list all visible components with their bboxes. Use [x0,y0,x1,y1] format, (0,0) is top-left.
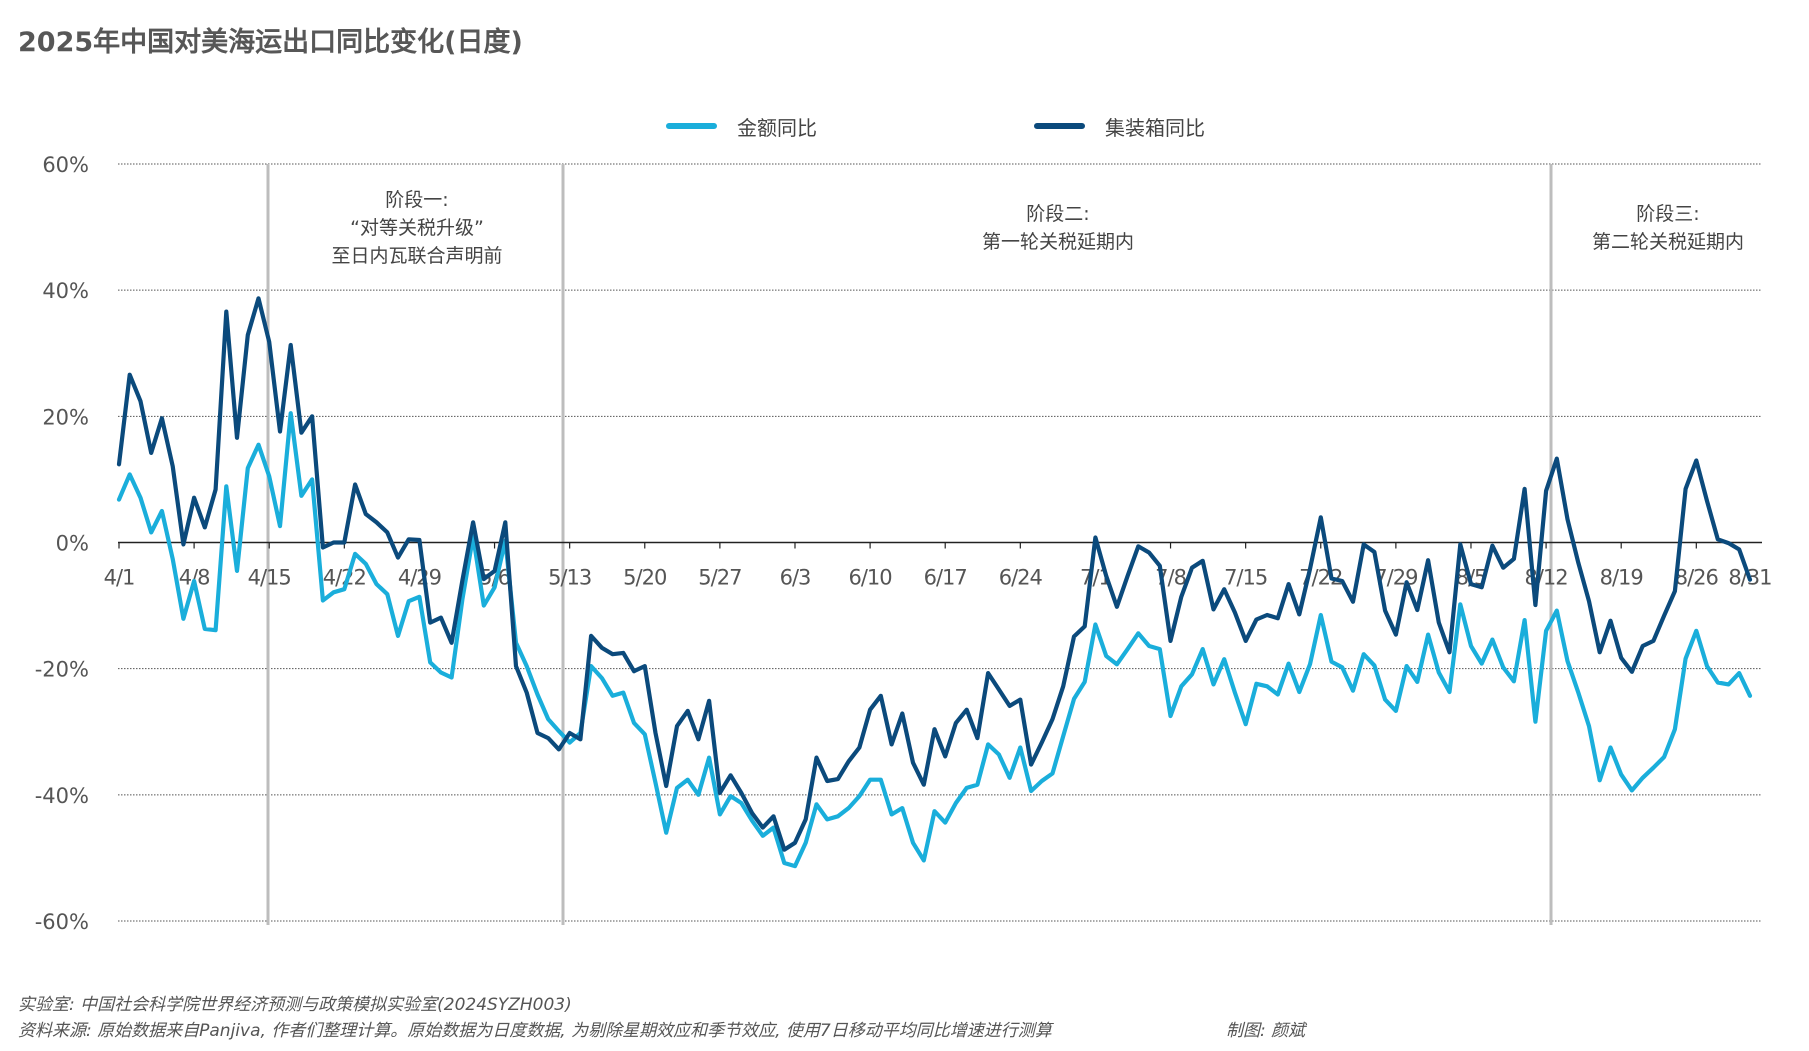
x-tick-label: 8/19 [1600,566,1643,590]
x-tick-label: 6/10 [849,566,892,590]
x-tick-label: 8/26 [1675,566,1719,590]
chart-credit: 制图: 颜斌 [1226,1021,1306,1041]
phase-label-2: 阶段二: 第一轮关税延期内 [982,200,1134,256]
y-tick-label: 60% [42,153,89,177]
y-tick-label: 20% [42,405,89,429]
series-line-container-yoy [116,296,1753,852]
phase-2-line-2: 第一轮关税延期内 [981,231,1135,253]
phase-1-line-1: 阶段一: [385,189,449,211]
x-tick-label: 4/15 [248,566,291,590]
x-tick-label: 4/1 [104,566,135,590]
series-line-amount-yoy [116,411,1753,869]
phase-3-line-2: 第二轮关税延期内 [1591,231,1745,253]
phase-2-line-1: 阶段二: [1026,203,1090,225]
legend-swatch-amount [666,123,717,129]
y-tick-label: -20% [35,658,89,682]
x-tick-label: 5/27 [698,566,741,590]
x-tick-label: 6/17 [924,566,967,590]
y-tick-label: -40% [35,784,89,808]
gridlines [118,163,1762,922]
x-tick-label: 6/24 [999,566,1043,590]
phase-dividers [266,164,1553,925]
x-tick-label: 6/3 [780,566,811,590]
phase-3-line-1: 阶段三: [1636,203,1700,225]
phase-label-1: 阶段一: “对等关税升级” 至日内瓦联合声明前 [331,186,502,270]
y-tick-label: -60% [35,910,89,934]
phase-1-line-2: “对等关税升级” [350,217,484,239]
x-tick-label: 5/13 [548,566,591,590]
legend-label-amount: 金额同比 [737,115,817,140]
x-tick-label: 4/29 [398,566,441,590]
y-tick-label: 40% [42,279,89,303]
x-tick-label: 7/15 [1224,566,1267,590]
legend-item-amount: 金额同比 [666,112,817,140]
source-note: 资料来源: 原始数据来自Panjiva, 作者们整理计算。原始数据为日度数据, … [18,1021,1052,1041]
phase-1-line-3: 至日内瓦联合声明前 [331,245,503,267]
y-tick-label: 0% [56,532,89,556]
legend-item-container: 集装箱同比 [1034,112,1205,140]
lab-note: 实验室: 中国社会科学院世界经济预测与政策模拟实验室(2024SYZH003) [18,995,572,1015]
chart-title: 2025年中国对美海运出口同比变化(日度) [18,27,523,58]
legend-label-container: 集装箱同比 [1105,115,1205,140]
phase-label-3: 阶段三: 第二轮关税延期内 [1592,200,1744,256]
legend-swatch-container [1034,123,1085,129]
x-axis: 4/1 4/8 4/15 4/22 4/29 5/6 5/13 5/20 5/27 6/3 6/10… [104,541,1773,590]
x-tick-label: 5/20 [623,566,666,590]
series-lines [116,296,1753,869]
y-axis-labels: 60% 40% 20% 0% -20% -40% -60% [35,153,89,934]
